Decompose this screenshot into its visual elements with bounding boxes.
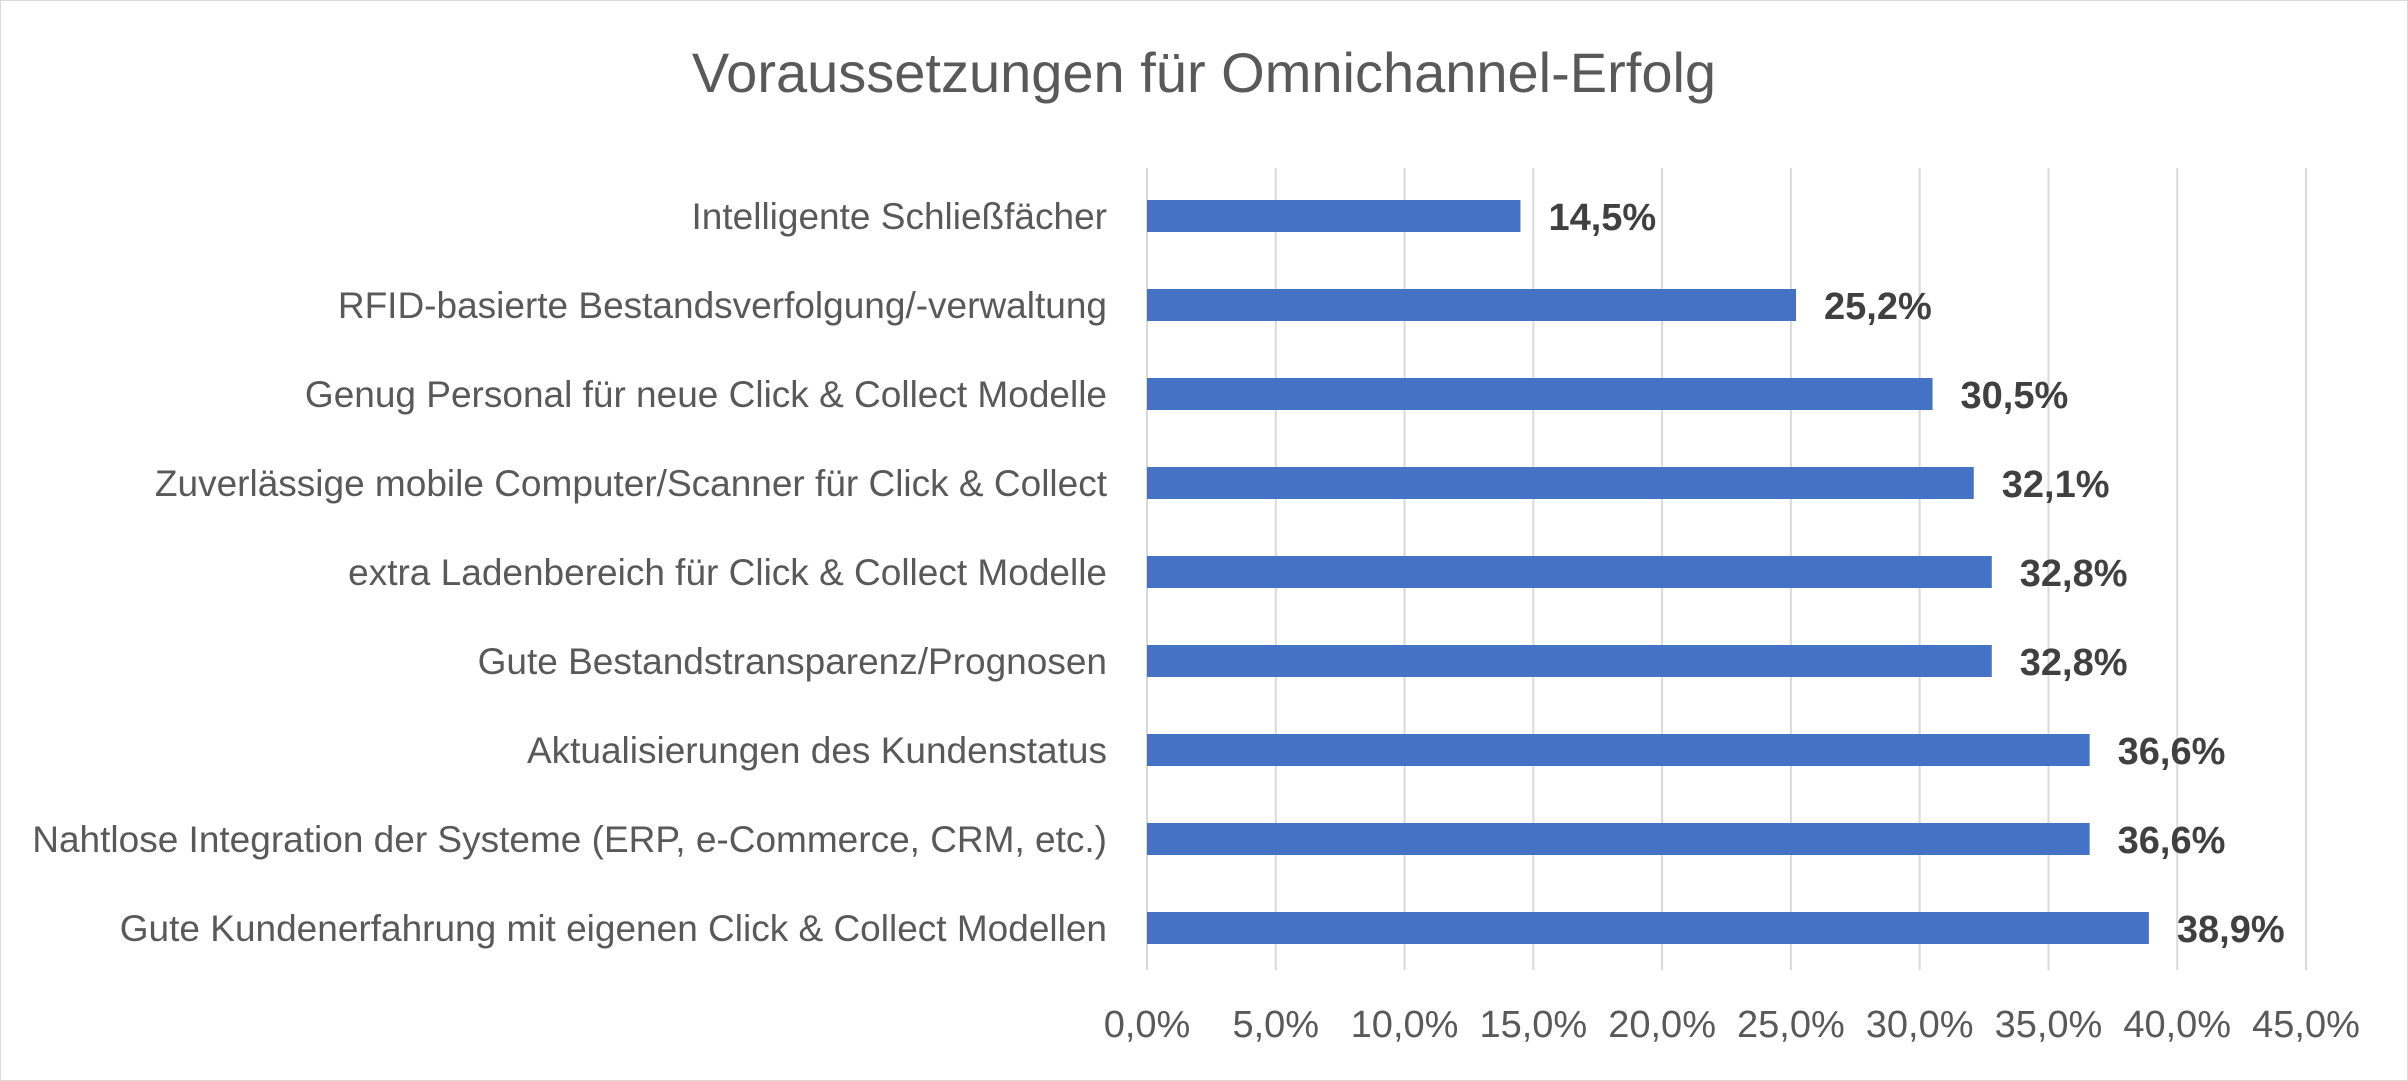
x-tick-label: 15,0% <box>1479 1004 1587 1046</box>
x-tick-label: 10,0% <box>1351 1004 1459 1046</box>
bar <box>1147 912 2149 944</box>
category-label: Genug Personal für neue Click & Collect … <box>305 374 1107 415</box>
labels: 0,0% 5,0% 10,0% 15,0% 20,0% 25,0% 30,0% 35,0% 40… <box>32 196 2360 1046</box>
x-tick-label: 45,0% <box>2252 1004 2360 1046</box>
category-label: Nahtlose Integration der Systeme (ERP, e… <box>32 819 1107 860</box>
data-label: 32,8% <box>2020 642 2128 684</box>
data-label: 38,9% <box>2177 909 2285 951</box>
bar <box>1147 289 1797 321</box>
category-label: Gute Bestandstransparenz/Prognosen <box>478 641 1107 682</box>
bars <box>1147 200 2149 944</box>
bar <box>1147 378 1933 410</box>
category-label: Zuverlässige mobile Computer/Scanner für… <box>155 463 1108 504</box>
category-label: extra Ladenbereich für Click & Collect M… <box>348 552 1107 593</box>
x-tick-label: 20,0% <box>1608 1004 1716 1046</box>
x-tick-label: 30,0% <box>1866 1004 1974 1046</box>
chart-title: Voraussetzungen für Omnichannel-Erfolg <box>691 41 1717 104</box>
bar <box>1147 556 1992 588</box>
data-label: 36,6% <box>2118 731 2226 773</box>
category-label: Gute Kundenerfahrung mit eigenen Click &… <box>120 908 1107 949</box>
x-tick-label: 0,0% <box>1104 1004 1191 1046</box>
data-label: 36,6% <box>2118 820 2226 862</box>
x-tick-label: 35,0% <box>1995 1004 2103 1046</box>
bar <box>1147 645 1992 677</box>
bar <box>1147 200 1521 232</box>
data-label: 32,1% <box>2002 464 2110 506</box>
bar <box>1147 823 2090 855</box>
data-label: 30,5% <box>1961 375 2069 417</box>
category-label: Intelligente Schließfächer <box>692 196 1107 237</box>
x-tick-label: 40,0% <box>2123 1004 2231 1046</box>
category-label: RFID-basierte Bestandsverfolgung/-verwal… <box>338 285 1107 326</box>
x-tick-label: 5,0% <box>1232 1004 1319 1046</box>
category-label: Aktualisierungen des Kundenstatus <box>527 730 1107 771</box>
data-label: 14,5% <box>1548 197 1656 239</box>
bar <box>1147 467 1974 499</box>
bar <box>1147 734 2090 766</box>
data-label: 32,8% <box>2020 553 2128 595</box>
x-tick-label: 25,0% <box>1737 1004 1845 1046</box>
data-label: 25,2% <box>1824 286 1932 328</box>
